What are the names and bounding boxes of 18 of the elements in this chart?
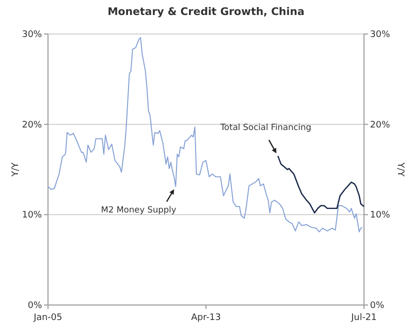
y-tick-label: 10% bbox=[22, 210, 42, 221]
annotation: Total Social Financing bbox=[219, 122, 312, 133]
y2-tick-label: 0% bbox=[370, 301, 385, 311]
y2-tick-label: 30% bbox=[370, 30, 390, 40]
line-series bbox=[277, 155, 365, 214]
y-axis-title: Y/Y bbox=[11, 162, 21, 178]
y-tick-label: 30% bbox=[22, 30, 42, 40]
x-tick-label: Jan-05 bbox=[32, 313, 62, 323]
y2-tick-label: 20% bbox=[370, 120, 390, 130]
line-series bbox=[48, 37, 363, 232]
chart-title: Monetary & Credit Growth, China bbox=[108, 6, 304, 18]
y2-tick-label: 10% bbox=[370, 210, 390, 221]
x-tick-label: Jul-21 bbox=[350, 313, 377, 323]
x-tick-label: Apr-13 bbox=[191, 313, 221, 323]
y2-axis-title: Y/Y bbox=[395, 161, 405, 178]
annotation: M2 Money Supply bbox=[101, 206, 176, 216]
y-tick-label: 20% bbox=[22, 120, 42, 130]
y-tick-label: 0% bbox=[28, 301, 42, 311]
